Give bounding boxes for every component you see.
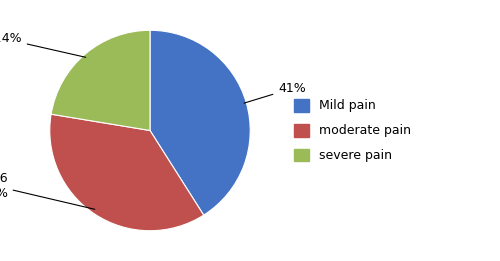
Wedge shape <box>51 30 150 130</box>
Text: 41%: 41% <box>244 82 306 103</box>
Text: 36.6
%: 36.6 % <box>0 172 95 209</box>
Wedge shape <box>50 114 203 231</box>
Legend: Mild pain, moderate pain, severe pain: Mild pain, moderate pain, severe pain <box>294 99 411 162</box>
Text: 22.4%: 22.4% <box>0 32 86 57</box>
Wedge shape <box>150 30 250 215</box>
